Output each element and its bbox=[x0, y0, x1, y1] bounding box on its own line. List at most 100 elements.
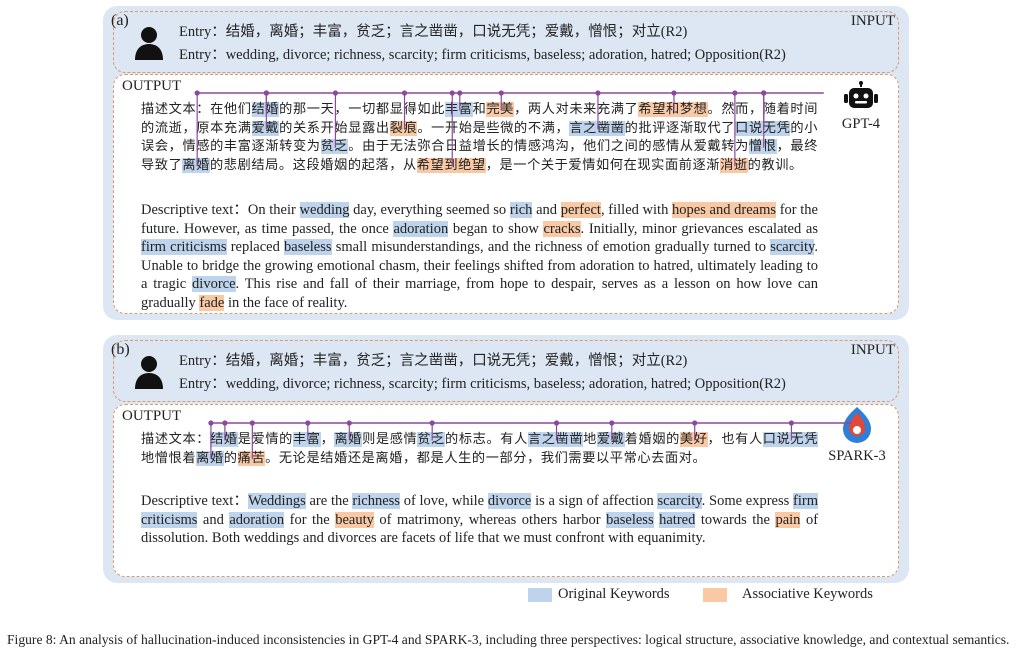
associative-keyword: 希望和梦想 bbox=[638, 102, 708, 117]
text-segment: . Some express bbox=[701, 493, 794, 509]
text-segment: towards the bbox=[695, 511, 776, 528]
text-segment: in the face of reality. bbox=[224, 294, 348, 311]
original-keyword: 离婚 bbox=[334, 432, 363, 447]
original-keyword: 口说无凭 bbox=[735, 120, 791, 136]
original-keyword: 离婚 bbox=[196, 450, 224, 466]
link-node bbox=[788, 420, 795, 426]
text-segment: 。无论是结婚还是离婚，都是人生的一部分，我们需要以平常心去面对。 bbox=[265, 450, 707, 466]
original-keyword: adoration bbox=[229, 511, 285, 528]
input-box: Entry：结婚，离婚；丰富，贫乏；言之凿凿，口说无凭；爱戴，憎恨；对立(R2)… bbox=[113, 11, 899, 73]
link-node bbox=[249, 420, 255, 426]
text-segment: for the future. However, as time passed,… bbox=[141, 202, 818, 237]
text-segment: of dissolution. Both weddings and divorc… bbox=[141, 511, 819, 547]
original-keyword: 丰富 bbox=[444, 102, 473, 117]
entry-chinese: Entry：结婚，离婚；丰富，贫乏；言之凿凿，口说无凭；爱戴，憎恨；对立(R2) bbox=[179, 24, 688, 40]
original-keyword: 结婚 bbox=[251, 102, 280, 117]
model-gpt4: GPT-4 bbox=[826, 81, 896, 133]
original-keyword: 言之凿凿 bbox=[569, 120, 625, 136]
text-segment: is a sign of affection bbox=[531, 493, 658, 509]
spark-logo-icon bbox=[843, 407, 871, 443]
link-node bbox=[761, 90, 767, 96]
original-keyword: 离婚 bbox=[182, 157, 210, 173]
text-segment: small misunderstandings, and the richnes… bbox=[331, 239, 771, 256]
link-node bbox=[263, 90, 269, 96]
link-node bbox=[263, 90, 269, 96]
user-icon bbox=[135, 356, 163, 389]
original-keyword: 丰富 bbox=[292, 432, 321, 447]
legend-associative: Associative Keywords bbox=[742, 586, 873, 602]
link-node bbox=[449, 90, 455, 96]
text-segment: ，也有人 bbox=[707, 432, 763, 447]
original-keyword: 贫乏 bbox=[417, 432, 445, 447]
associative-keyword: 美好 bbox=[679, 432, 708, 447]
associative-keyword: hopes and dreams bbox=[672, 202, 777, 218]
original-keyword: 爱戴 bbox=[596, 432, 625, 447]
text-segment: ，最终导致了 bbox=[141, 139, 818, 173]
associative-keyword: 痛苦 bbox=[237, 450, 266, 466]
text-segment: 的 bbox=[223, 450, 238, 466]
text-segment: 的关系开始显露出 bbox=[279, 120, 390, 136]
link-node bbox=[609, 420, 615, 426]
associative-keyword: pain bbox=[775, 511, 801, 528]
text-segment: began to show bbox=[448, 220, 544, 237]
original-keyword: 结婚 bbox=[210, 432, 238, 447]
link-node bbox=[553, 420, 560, 426]
original-keyword: 口说无凭 bbox=[762, 432, 819, 447]
legend-swatch-original bbox=[528, 588, 552, 602]
text-segment: 的小误会，情感的丰富逐渐转变为 bbox=[141, 120, 818, 155]
original-keyword: Weddings bbox=[248, 493, 306, 509]
text-segment: ， bbox=[320, 432, 335, 447]
text-segment: 的那一天，一切都显得如此 bbox=[279, 102, 445, 117]
link-node bbox=[429, 420, 435, 426]
original-keyword: hatred bbox=[659, 511, 696, 528]
description-chinese: 描述文本：结婚是爱情的丰富，离婚则是感情贫乏的标志。有人言之凿凿地爱戴着婚姻的美… bbox=[141, 431, 819, 468]
user-icon bbox=[135, 27, 163, 60]
text-segment: are the bbox=[305, 493, 353, 509]
robot-icon bbox=[844, 81, 878, 108]
description-chinese: 描述文本：在他们结婚的那一天，一切都显得如此丰富和完美，两人对未来充满了希望和梦… bbox=[141, 101, 818, 175]
text-segment: day, everything seemed so bbox=[349, 202, 510, 218]
model-spark3: SPARK-3 bbox=[818, 405, 896, 465]
text-segment: and bbox=[197, 511, 230, 528]
figure-caption: Figure 8: An analysis of hallucination-i… bbox=[7, 632, 1010, 647]
text-segment: 是爱情的 bbox=[237, 432, 293, 447]
text-segment: replaced bbox=[226, 239, 285, 256]
associative-keyword: 裂痕 bbox=[389, 120, 418, 136]
output-box: OUTPUT SPARK-3 描述文本：结婚是爱情的丰富，离婚则是感情贫乏的标志… bbox=[113, 404, 899, 577]
text-segment: Descriptive text： bbox=[141, 493, 249, 509]
text-segment: for the bbox=[284, 511, 336, 528]
link-node bbox=[457, 90, 463, 96]
link-node bbox=[498, 90, 504, 96]
original-keyword: richness bbox=[352, 493, 400, 509]
text-segment: , filled with bbox=[600, 202, 673, 218]
input-box: Entry：结婚，离婚；丰富，贫乏；言之凿凿，口说无凭；爱戴，憎恨；对立(R2)… bbox=[113, 340, 899, 402]
text-segment: 描述文本：在他们 bbox=[141, 102, 252, 117]
text-segment: 。一开始是些微的不满， bbox=[417, 120, 570, 136]
text-segment: 的标志。有人 bbox=[445, 432, 528, 447]
text-segment: 则是感情 bbox=[362, 432, 418, 447]
panel-a: (a) INPUT Entry：结婚，离婚；丰富，贫乏；言之凿凿，口说无凭；爱戴… bbox=[103, 6, 909, 320]
output-label: OUTPUT bbox=[122, 408, 182, 424]
associative-keyword: perfect bbox=[560, 202, 601, 218]
original-keyword: scarcity bbox=[657, 493, 702, 509]
link-node bbox=[346, 420, 352, 426]
original-keyword: 憎恨 bbox=[748, 139, 777, 155]
associative-keyword: fade bbox=[199, 294, 225, 311]
entry-chinese: Entry：结婚，离婚；丰富，贫乏；言之凿凿，口说无凭；爱戴，憎恨；对立(R2) bbox=[179, 353, 688, 369]
input-tag: INPUT bbox=[850, 13, 895, 29]
original-keyword: divorce bbox=[487, 493, 532, 509]
original-keyword: 言之凿凿 bbox=[527, 432, 584, 447]
entry-english: Entry：wedding, divorce; richness, scarci… bbox=[179, 376, 786, 392]
link-node bbox=[595, 90, 601, 96]
associative-keyword: 希望到绝望 bbox=[416, 157, 486, 173]
legend-original: Original Keywords bbox=[558, 586, 670, 602]
model-name: SPARK-3 bbox=[828, 448, 886, 464]
text-segment: 地 bbox=[583, 432, 597, 447]
link-node bbox=[332, 90, 339, 96]
text-segment: 地憎恨着 bbox=[141, 450, 197, 466]
text-segment: 着婚姻的 bbox=[624, 432, 680, 447]
original-keyword: 爱戴 bbox=[251, 120, 280, 136]
link-node bbox=[305, 420, 311, 426]
entry-english: Entry：wedding, divorce; richness, scarci… bbox=[179, 47, 786, 63]
text-segment: ，两人对未来充满了 bbox=[514, 102, 639, 117]
